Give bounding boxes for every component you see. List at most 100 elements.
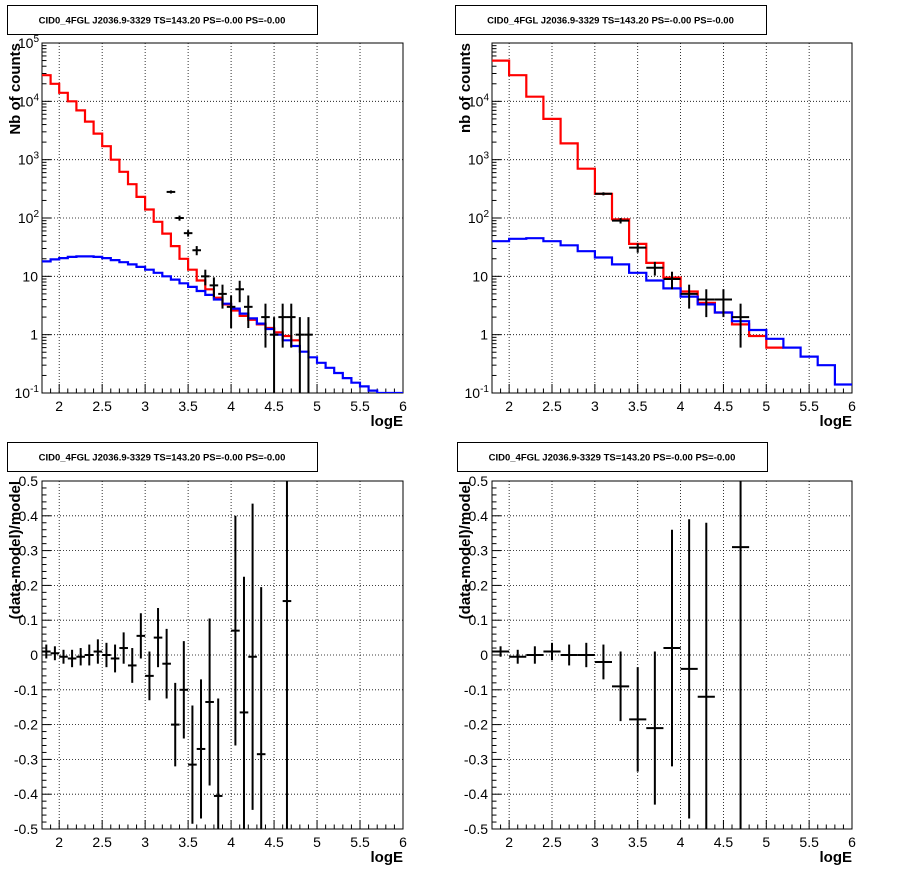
- data-point: [50, 646, 60, 661]
- data-point: [231, 515, 240, 746]
- data-point: [201, 269, 210, 286]
- data-point: [560, 644, 578, 666]
- data-point: [102, 642, 111, 668]
- x-tick-label: 4: [227, 834, 235, 850]
- data-point: [76, 648, 85, 666]
- data-point: [188, 705, 197, 824]
- x-tick-label: 5: [762, 398, 770, 414]
- data-point: [243, 295, 253, 329]
- data-point: [663, 529, 681, 767]
- chart-panel-bottom-left: 2 2.5 3 3.5 4 4.5 5 5.5 6 -0.5 -0.4 -0.3 -0.2 -0.1 0 0.…: [7, 442, 407, 866]
- y-tick-exponent: -1: [30, 384, 39, 395]
- x-tick-label: 2: [55, 834, 63, 850]
- y-tick-label: -0.1: [464, 682, 488, 698]
- data-point: [612, 651, 630, 722]
- x-tick-label: 4: [677, 834, 685, 850]
- series-blue-line: [42, 255, 403, 393]
- data-point: [304, 317, 313, 393]
- data-point: [278, 303, 287, 348]
- y-tick-label: 0.2: [469, 577, 489, 593]
- y-tick-base: 10: [468, 93, 484, 109]
- plot-area: [42, 481, 292, 829]
- x-tick-label: 4.5: [714, 398, 734, 414]
- data-point: [205, 618, 214, 786]
- x-tick-label: 5: [762, 834, 770, 850]
- y-tick-label: 10: [22, 268, 38, 284]
- y-tick-label: 0.5: [469, 473, 489, 489]
- data-point: [136, 613, 146, 659]
- y-tick-label: 103: [468, 151, 490, 168]
- data-point: [594, 644, 612, 680]
- data-point: [183, 230, 193, 237]
- y-tick-label: 103: [18, 151, 40, 168]
- x-tick-label: 5.5: [799, 834, 819, 850]
- x-tick-label: 5: [313, 398, 321, 414]
- y-axis-title: (data-model)/model: [457, 481, 474, 619]
- data-point: [732, 303, 750, 348]
- data-point: [256, 587, 266, 829]
- y-tick-label: 0.4: [469, 508, 489, 524]
- y-tick-base: 10: [468, 210, 484, 226]
- y-tick-label: 104: [18, 92, 40, 109]
- data-point: [509, 649, 527, 664]
- y-tick-label: 0.3: [469, 543, 489, 559]
- y-tick-label: 0.5: [19, 473, 39, 489]
- x-tick-label: 5.5: [350, 834, 370, 850]
- data-point: [248, 503, 257, 810]
- x-tick-label: 2: [505, 834, 513, 850]
- x-tick-label: 4.5: [264, 398, 284, 414]
- x-tick-label: 5: [313, 834, 321, 850]
- data-point: [192, 246, 202, 256]
- x-tick-label: 6: [399, 834, 407, 850]
- data-point: [153, 608, 163, 668]
- plot-area: [42, 74, 403, 393]
- x-tick-label: 2: [505, 398, 513, 414]
- x-tick-label: 3: [141, 398, 149, 414]
- data-point: [269, 317, 279, 393]
- y-tick-label: -0.4: [14, 786, 38, 802]
- x-tick-label: 2.5: [542, 398, 562, 414]
- chart-panel-top-right: 2 2.5 3 3.5 4 4.5 5 5.5 610-1110102103104logEnb …: [455, 5, 856, 430]
- x-tick-label: 2.5: [92, 398, 112, 414]
- data-point: [218, 284, 227, 309]
- y-tick-base: 10: [465, 385, 481, 401]
- y-tick-exponent: 4: [483, 92, 489, 103]
- data-point: [127, 648, 137, 683]
- y-tick-label: -0.2: [464, 717, 488, 733]
- data-point: [67, 649, 77, 668]
- data-point: [282, 481, 292, 829]
- y-tick-exponent: 2: [33, 209, 39, 220]
- data-point: [714, 289, 732, 318]
- y-tick-label: -0.5: [464, 821, 488, 837]
- data-point: [179, 641, 189, 739]
- data-point: [680, 519, 698, 819]
- y-tick-label: 10-1: [465, 384, 490, 401]
- grid: [492, 43, 852, 393]
- y-tick-label: 102: [18, 209, 40, 226]
- x-tick-label: 4.5: [714, 834, 734, 850]
- data-point: [732, 481, 750, 829]
- data-point: [646, 651, 664, 805]
- y-tick-exponent: 2: [483, 209, 489, 220]
- y-tick-base: 10: [18, 152, 34, 168]
- data-point: [110, 644, 120, 673]
- x-tick-label: 3: [591, 398, 599, 414]
- x-tick-label: 2: [55, 398, 63, 414]
- y-tick-label: 0.1: [19, 612, 39, 628]
- plot-area: [492, 481, 750, 829]
- chart-title-box: [7, 442, 318, 472]
- y-tick-label: -0.3: [464, 751, 488, 767]
- y-tick-exponent: 3: [483, 151, 489, 162]
- data-point: [543, 642, 561, 661]
- data-point: [166, 190, 176, 194]
- data-point: [59, 649, 68, 664]
- data-point: [170, 682, 180, 767]
- data-point: [93, 639, 103, 664]
- y-axis-title: Nb of counts: [7, 43, 24, 135]
- y-tick-label: 0.1: [469, 612, 489, 628]
- data-point: [209, 277, 219, 298]
- x-tick-label: 3.5: [178, 834, 198, 850]
- data-point: [697, 522, 715, 829]
- x-tick-label: 3.5: [628, 834, 648, 850]
- x-tick-label: 4.5: [264, 834, 284, 850]
